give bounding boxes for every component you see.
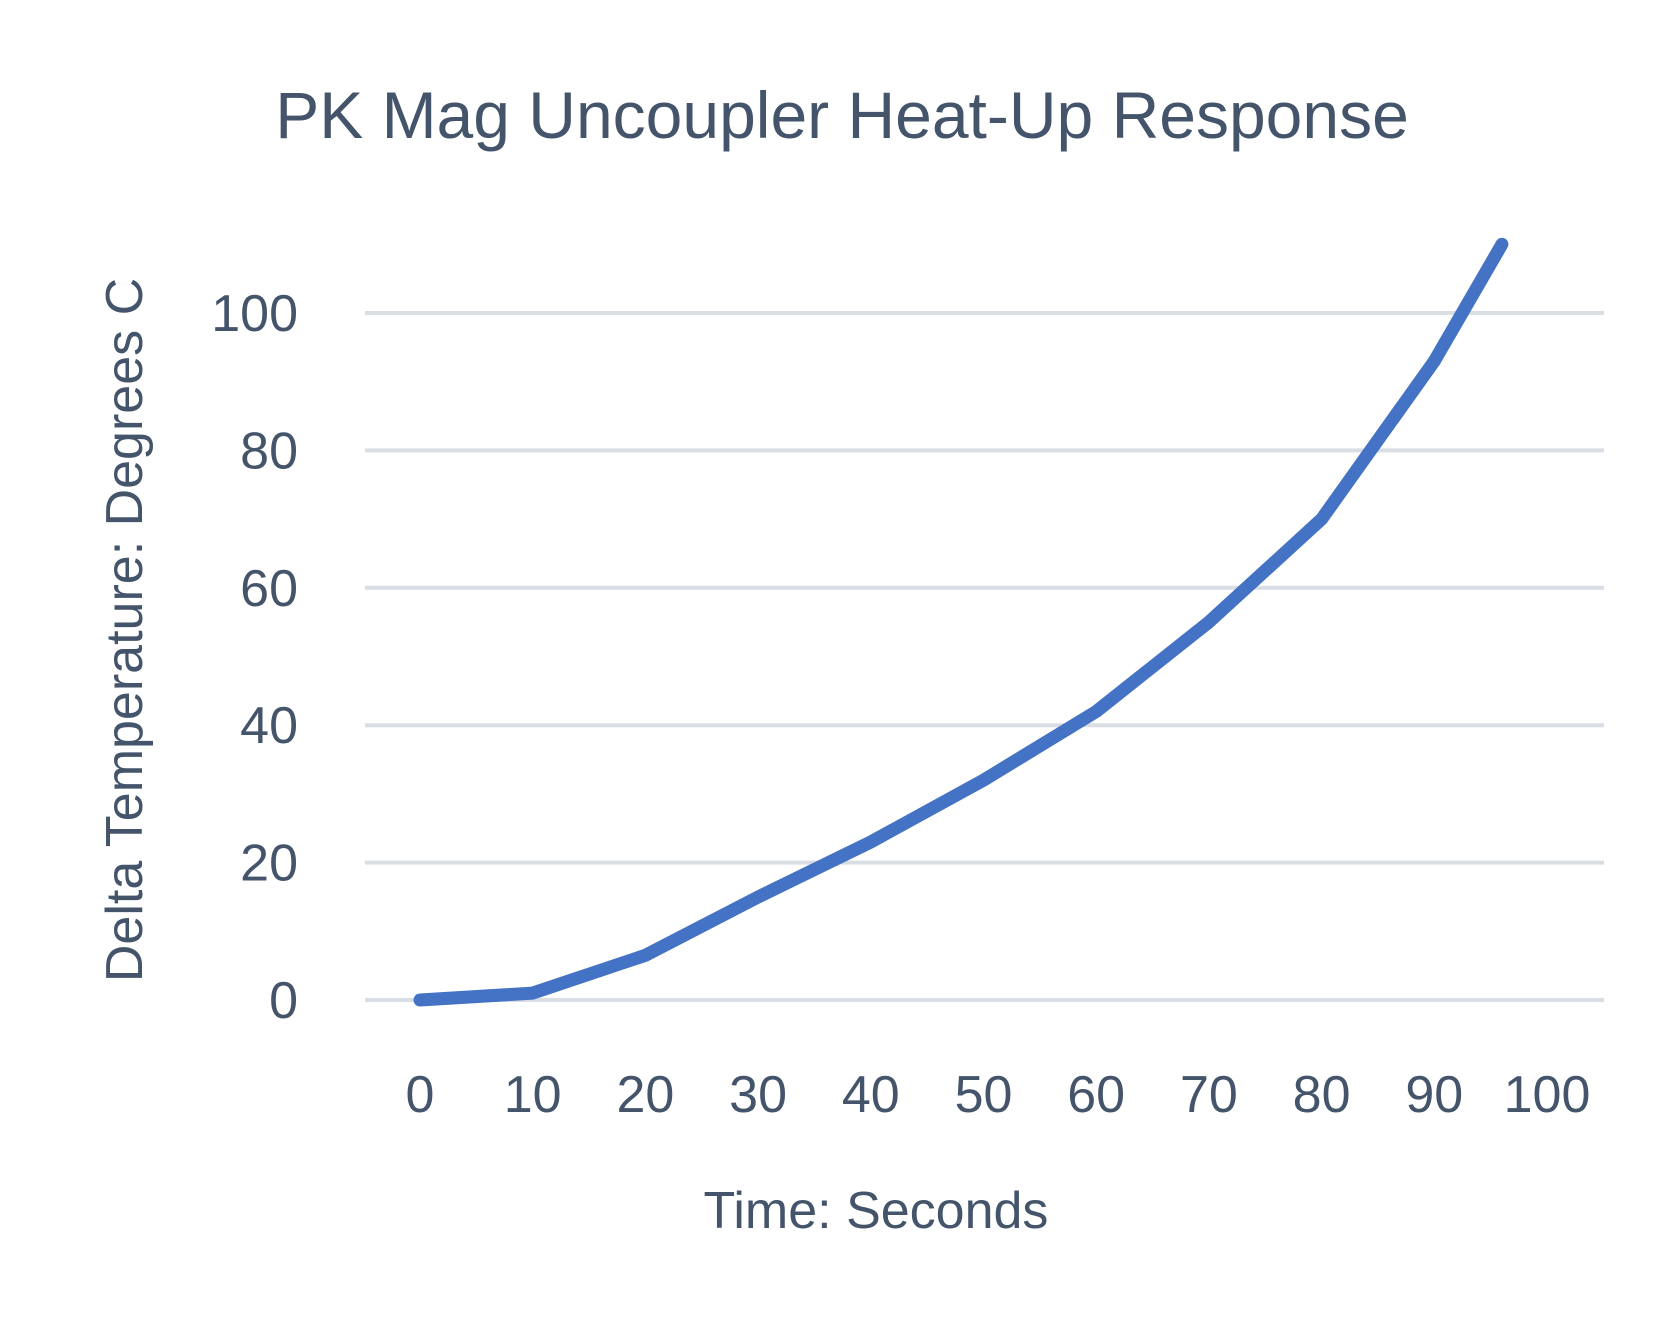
y-tick-label: 40 [240,697,298,755]
x-axis-label: Time: Seconds [704,1182,1049,1240]
series-layer [413,237,1509,1007]
x-tick-label: 60 [1067,1066,1125,1124]
x-tick-label: 80 [1293,1066,1351,1124]
x-tick-label: 70 [1180,1066,1238,1124]
y-axis-label: Delta Temperature: Degrees C [96,278,154,982]
x-tick-label: 90 [1405,1066,1463,1124]
x-tick-label: 0 [406,1066,435,1124]
x-tick-label: 40 [842,1066,900,1124]
x-tick-label: 50 [955,1066,1013,1124]
y-tick-label: 80 [240,422,298,480]
y-tick-label: 100 [211,285,298,343]
x-tick-label: 10 [504,1066,562,1124]
x-tick-label: 30 [729,1066,787,1124]
y-axis-ticks: 0 20 40 60 80 100 [211,285,298,1030]
series-line-0 [413,237,1509,1007]
y-tick-label: 20 [240,835,298,893]
chart-title: PK Mag Uncoupler Heat-Up Response [275,78,1409,152]
x-tick-label: 20 [616,1066,674,1124]
y-tick-label: 60 [240,560,298,618]
x-axis-ticks: 0 10 20 30 40 50 60 70 80 90 100 [406,1066,1591,1124]
x-tick-label: 100 [1504,1066,1591,1124]
y-tick-label: 0 [269,972,298,1030]
gridlines [365,311,1604,1002]
